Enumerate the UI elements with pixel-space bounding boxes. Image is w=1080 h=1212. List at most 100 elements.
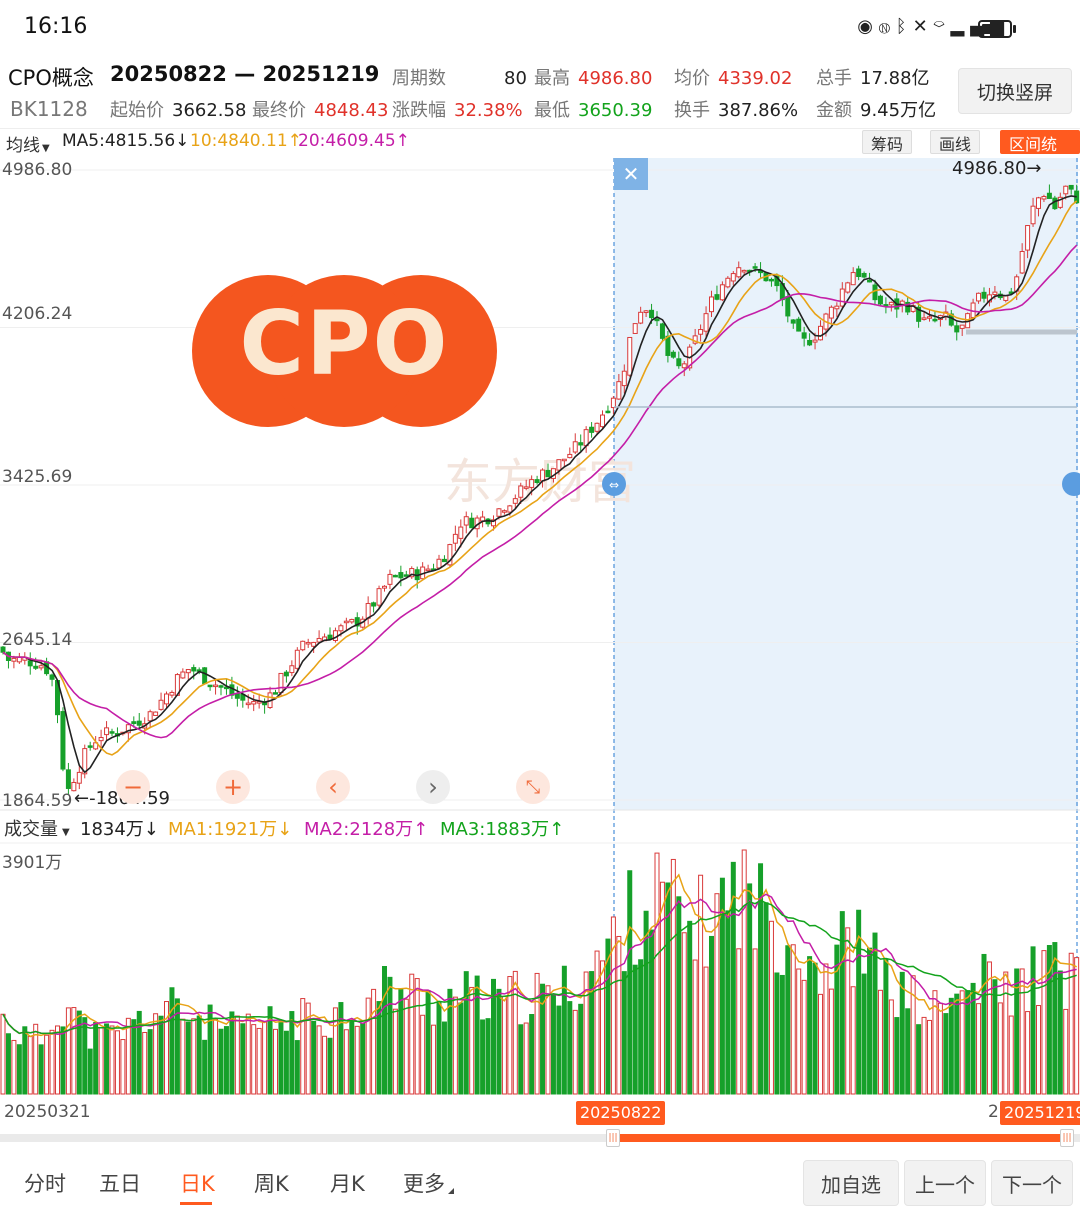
candle-up [104, 727, 110, 736]
volume-bar-down [981, 953, 987, 1095]
candle-down [932, 318, 938, 322]
candle-up [845, 282, 851, 293]
candle-down [861, 272, 867, 278]
volume-bar-up [180, 1018, 186, 1095]
next-button[interactable]: 下一个 [991, 1160, 1073, 1206]
volume-value: 1834万↓ [80, 819, 159, 840]
candle-up [278, 672, 284, 694]
tab-more[interactable]: 更多 [403, 1172, 445, 1196]
candle-up [921, 317, 927, 320]
volume-bar-up [27, 1036, 33, 1095]
slider-right-handle[interactable]: ||| [1060, 1129, 1074, 1147]
stat-avg: 均价 4339.02 [674, 68, 793, 89]
candle-up [1025, 225, 1031, 251]
volume-bar-up [654, 852, 660, 1095]
candle-down [605, 410, 611, 414]
tab-intraday[interactable]: 分时 [24, 1172, 66, 1196]
candle-up [1036, 197, 1041, 209]
volume-bar-up [545, 985, 551, 1095]
volume-bar-down [540, 983, 546, 1095]
candle-down [752, 266, 758, 269]
volume-bar-up [213, 1018, 219, 1095]
candle-up [616, 381, 622, 400]
candle-up [561, 458, 567, 462]
volume-bar-up [98, 1026, 104, 1095]
volume-bar-down [1014, 968, 1020, 1095]
range-slider-track[interactable] [0, 1134, 1080, 1142]
candle-up [311, 641, 317, 647]
minus-icon[interactable]: − [116, 770, 150, 804]
candle-up [153, 711, 159, 716]
cpo-logo-text: CPO [239, 292, 450, 395]
volume-bar-down [899, 971, 905, 1095]
vol-ma3-line [2, 899, 1077, 1035]
right-range-handle [1062, 472, 1080, 496]
volume-bar-down [60, 1026, 66, 1095]
volume-bar-down [954, 993, 960, 1095]
candle-up [447, 544, 453, 566]
slider-left-handle[interactable]: ||| [606, 1129, 620, 1147]
volume-bar-down [578, 1003, 584, 1095]
tab-monthly-k[interactable]: 月K [330, 1172, 365, 1196]
collapse-icon[interactable]: ⤡ [516, 770, 550, 804]
tab-daily-k[interactable]: 日K [180, 1172, 215, 1196]
volume-bar-down [229, 1011, 235, 1095]
volume-bar-up [1063, 1008, 1069, 1095]
volume-bar-down [22, 1026, 28, 1095]
candle-down [877, 295, 883, 305]
volume-mas [2, 873, 1077, 1038]
volume-bar-down [916, 1024, 922, 1095]
volume-bar-up [164, 1001, 169, 1095]
stat-high: 最高 4986.80 [534, 68, 653, 89]
candle-up [180, 671, 186, 679]
candle-up [572, 441, 578, 453]
ma-selector[interactable]: 均线 ▼ [6, 136, 50, 156]
plus-icon[interactable]: + [216, 770, 250, 804]
volume-bar-up [921, 1016, 927, 1095]
draw-line-button[interactable]: 画线 [930, 130, 981, 154]
chevron-right-icon[interactable]: › [416, 770, 450, 804]
volume-bar-down [338, 1002, 344, 1095]
volume-bar-up [409, 973, 415, 1095]
more-caret-icon [448, 1188, 454, 1194]
volume-bar-down [1052, 942, 1058, 1095]
volume-bar-down [834, 944, 840, 1095]
previous-button[interactable]: 上一个 [904, 1160, 986, 1206]
volume-bar-down [556, 1005, 562, 1095]
volume-bar-down [747, 883, 753, 1095]
candle-up [316, 637, 322, 643]
chevron-left-icon[interactable]: ‹ [316, 770, 350, 804]
chip-button[interactable]: 筹码 [862, 130, 913, 154]
tab-weekly-k[interactable]: 周K [254, 1172, 289, 1196]
candle-up [730, 273, 736, 282]
selection-area [614, 158, 1078, 810]
range-stats-button[interactable]: 区间统计 [1000, 130, 1080, 178]
candle-up [600, 414, 605, 428]
tab-five-day[interactable]: 五日 [99, 1172, 141, 1196]
volume-bar-up [959, 990, 965, 1095]
switch-portrait-button[interactable]: 切换竖屏 [958, 68, 1072, 114]
candle-up [512, 498, 518, 504]
volume-bar-down [5, 1033, 11, 1095]
volume-bar-down [480, 1019, 486, 1095]
ma5-line [2, 195, 1077, 774]
volume-bar-up [365, 997, 371, 1095]
volume-bar-down [665, 882, 671, 1095]
candle-up [501, 510, 507, 513]
close-selection-button [614, 158, 648, 190]
add-watchlist-button[interactable]: 加自选 [803, 1160, 899, 1206]
candle-down [768, 278, 774, 282]
volume-selector[interactable]: 成交量 ▼ [4, 819, 70, 840]
volume-bar-up [71, 1007, 77, 1095]
volume-bar-up [768, 920, 774, 1095]
candle-down [534, 479, 540, 483]
stat-turnover: 换手 387.86% [674, 100, 799, 121]
candle-up [888, 301, 894, 306]
candle-up [839, 288, 845, 307]
candle-up [992, 291, 998, 296]
volume-bar-up [403, 998, 409, 1095]
candle-up [556, 459, 562, 471]
candle-up [518, 485, 524, 498]
stat-open: 起始价 3662.58 [110, 100, 247, 121]
kline-chart[interactable]: ✕ 东方财富 ⇔ [0, 156, 1080, 1111]
